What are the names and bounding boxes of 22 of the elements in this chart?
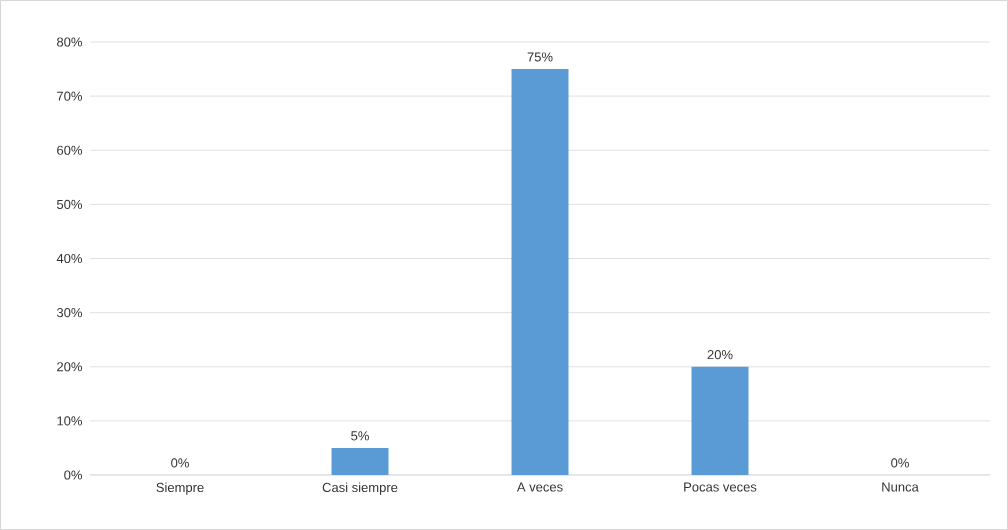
y-tick-label: 80% <box>57 37 83 47</box>
y-tick-label: 20% <box>57 362 83 372</box>
data-label: 5% <box>351 431 369 441</box>
y-tick-label: 60% <box>57 145 83 155</box>
x-tick-label: Casi siempre <box>322 482 398 495</box>
y-tick-label: 70% <box>57 91 83 101</box>
x-tick-label: Siempre <box>156 482 204 495</box>
y-tick-label: 30% <box>56 308 83 318</box>
bar <box>331 447 389 475</box>
y-tick-label: 40% <box>56 253 83 264</box>
x-tick-label: Nunca <box>882 482 919 492</box>
bar <box>691 366 749 475</box>
data-label: 0% <box>171 458 189 468</box>
y-tick-label: 50% <box>56 199 83 209</box>
data-label: 75% <box>527 52 553 62</box>
data-label: 0% <box>891 458 909 468</box>
x-tick-label: A veces <box>516 482 563 492</box>
x-tick-label: Pocas veces <box>684 482 757 492</box>
data-label: 20% <box>707 350 733 360</box>
y-tick-label: 0% <box>64 470 83 480</box>
y-tick-label: 10% <box>57 416 83 426</box>
bar <box>511 69 569 475</box>
